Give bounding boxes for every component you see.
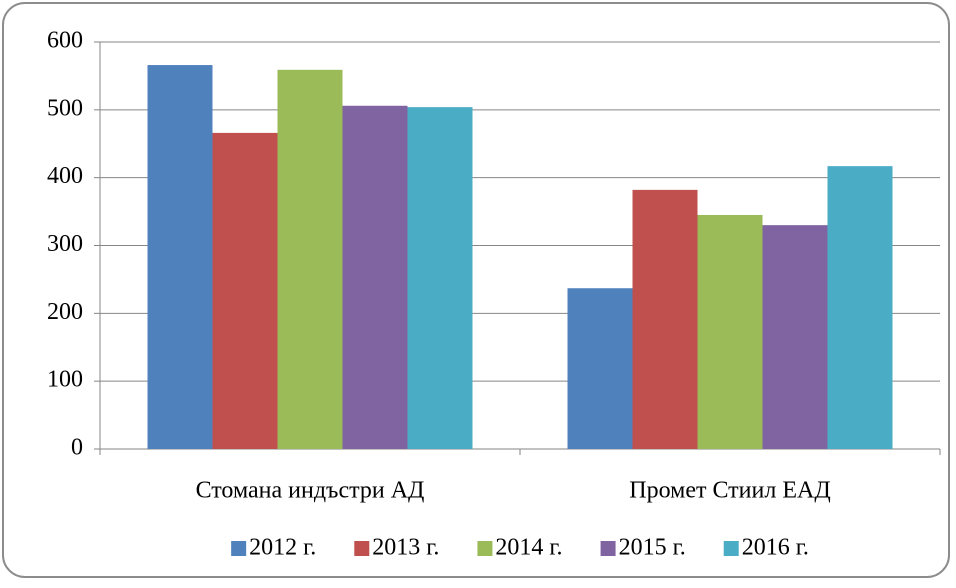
bar	[827, 166, 893, 449]
y-tick-label: 0	[71, 435, 83, 461]
bar	[342, 105, 408, 449]
y-tick-label: 500	[47, 95, 83, 121]
bar	[212, 132, 278, 449]
bar	[762, 225, 828, 449]
bar	[697, 214, 763, 449]
y-tick-label: 300	[47, 231, 83, 257]
legend-label: 2013 г.	[372, 535, 439, 561]
y-tick-label: 100	[47, 367, 83, 393]
bar	[277, 69, 343, 449]
bar	[147, 65, 213, 450]
x-tick-label: Промет Стиил ЕАД	[629, 478, 830, 504]
x-tick-label: Стомана индъстри АД	[196, 478, 425, 504]
y-tick-label: 400	[47, 163, 83, 189]
bar	[632, 189, 698, 450]
legend-swatch	[231, 541, 247, 556]
legend-swatch	[354, 541, 370, 556]
legend-swatch	[477, 541, 493, 556]
legend-swatch	[723, 541, 739, 556]
bar	[407, 107, 473, 450]
legend-label: 2012 г.	[249, 535, 316, 561]
y-tick-label: 200	[47, 299, 83, 325]
legend-label: 2014 г.	[495, 535, 562, 561]
bar	[567, 288, 633, 449]
legend-label: 2015 г.	[619, 535, 686, 561]
legend-label: 2016 г.	[742, 535, 809, 561]
y-tick-label: 600	[47, 28, 83, 54]
legend-swatch	[600, 541, 616, 556]
